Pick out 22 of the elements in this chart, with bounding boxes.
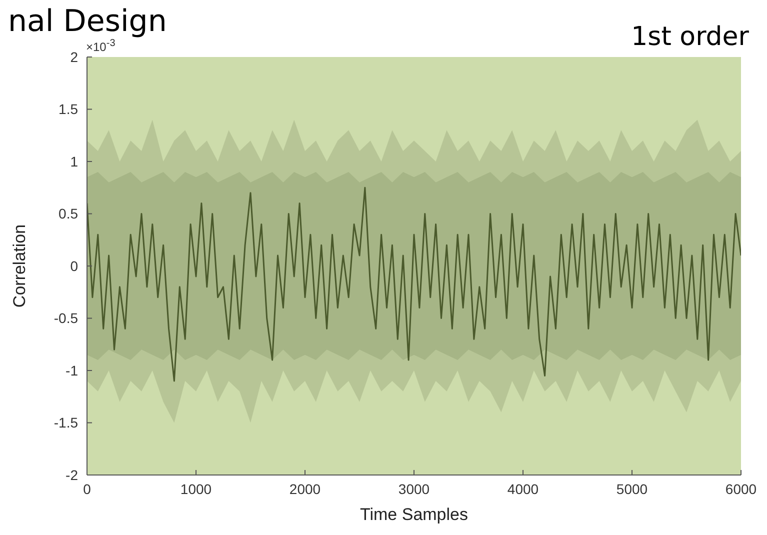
- y-tick-label: -0.5: [54, 310, 78, 326]
- x-tick-label: 3000: [398, 480, 430, 497]
- x-tick-label: 5000: [616, 480, 648, 497]
- x-tick-label: 0: [83, 480, 92, 497]
- y-axis-title: Correlation: [10, 224, 30, 308]
- y-tick-label: 1.5: [58, 101, 78, 118]
- x-tick-label: 4000: [507, 480, 539, 497]
- chart-subtitle: 1st order: [631, 22, 749, 52]
- y-tick-label: 0.5: [58, 206, 78, 222]
- y-tick-label: 2: [70, 48, 78, 65]
- y-tick-label: -2: [66, 466, 78, 483]
- y-tick-label: 0: [70, 258, 78, 274]
- x-axis-title: Time Samples: [360, 505, 468, 524]
- chart-title: nal Design: [8, 4, 167, 39]
- y-tick-label: -1: [66, 362, 78, 378]
- x-tick-label: 6000: [725, 480, 757, 497]
- text: ×10$^{-3}$: [86, 38, 116, 54]
- x-tick-label: 1000: [180, 480, 212, 497]
- x-tick-label: 2000: [289, 480, 321, 497]
- y-tick-label: 1: [70, 153, 78, 170]
- line-series: [87, 186, 741, 382]
- y-tick-label: -1.5: [54, 414, 78, 431]
